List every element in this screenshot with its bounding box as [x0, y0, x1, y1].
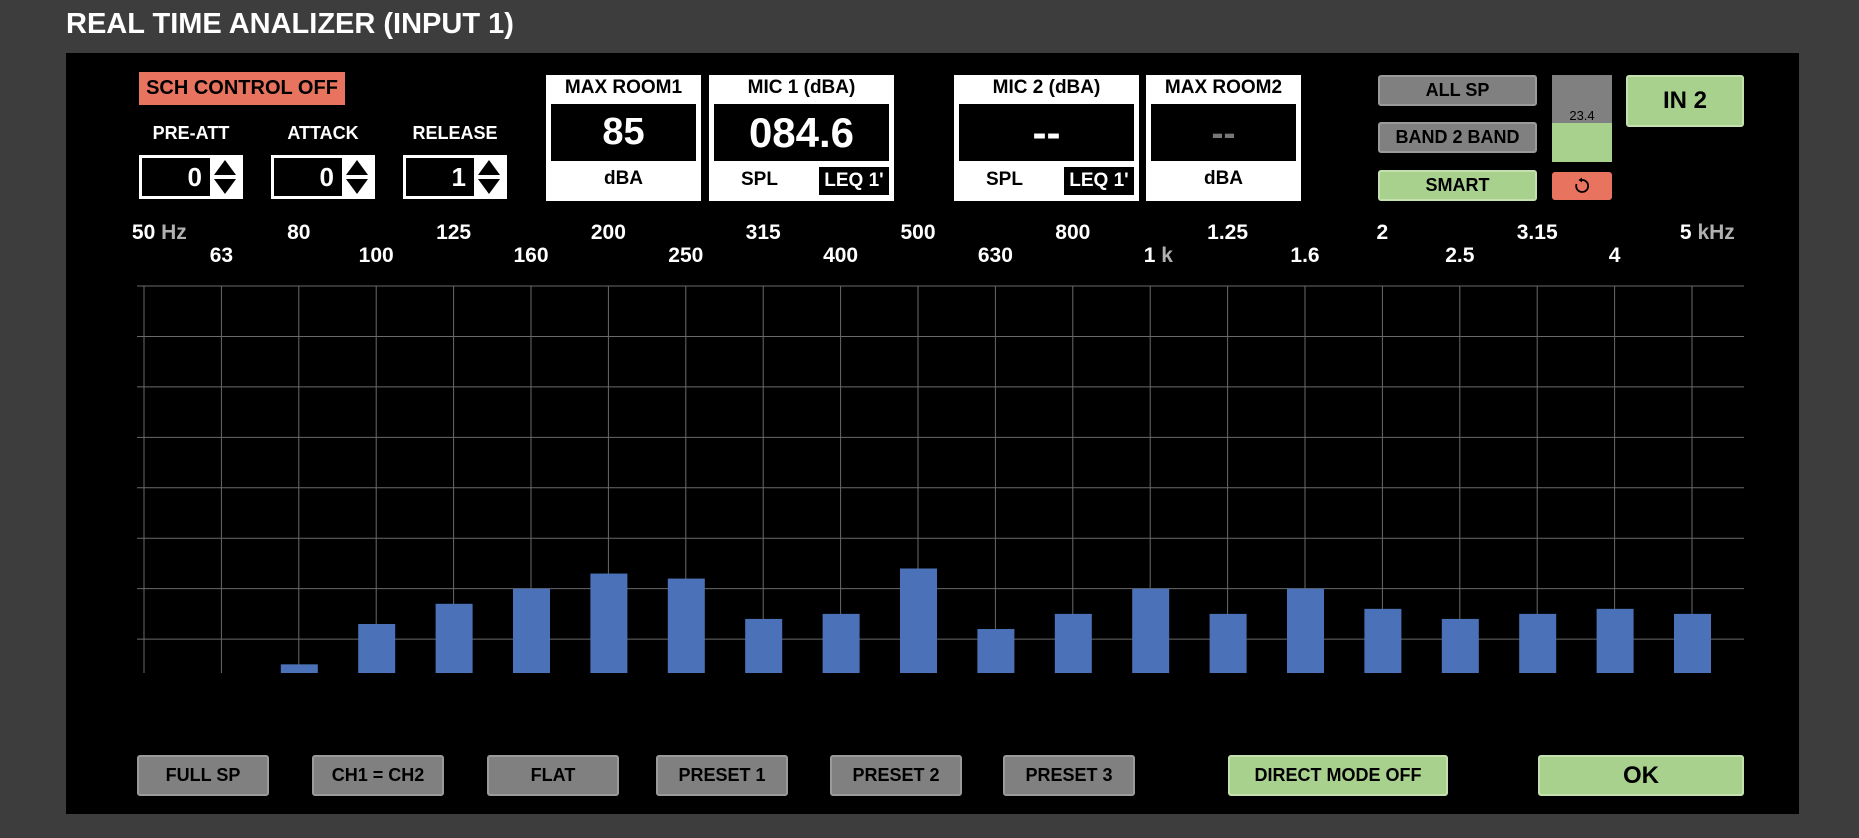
- freq-label-630: 630: [977, 244, 1013, 267]
- ch1-ch2-button[interactable]: CH1 = CH2: [312, 755, 444, 796]
- analyzer-panel: SCH CONTROL OFF PRE-ATT 0 ATTACK 0 RELEA…: [66, 53, 1799, 814]
- freq-label-3.15: 3.15: [1516, 221, 1558, 244]
- bar-2.5: [1441, 618, 1479, 673]
- flat-button[interactable]: FLAT: [487, 755, 619, 796]
- max-room1-display: MAX ROOM1 85 dBA: [546, 75, 701, 201]
- freq-label-100: 100: [358, 244, 394, 267]
- release-stepper[interactable]: 1: [403, 155, 507, 199]
- bar-80: [280, 664, 318, 673]
- level-meter: 23.4: [1552, 75, 1612, 162]
- freq-label-160: 160: [513, 244, 549, 267]
- attack-value: 0: [319, 161, 334, 192]
- band-2-band-button[interactable]: BAND 2 BAND: [1378, 122, 1537, 153]
- bar-5: [1674, 613, 1711, 673]
- max-room2-unit: dBA: [1203, 168, 1244, 189]
- khz-unit-label: kHz: [1691, 221, 1735, 244]
- max-room1-title: MAX ROOM1: [564, 77, 683, 98]
- in2-button[interactable]: IN 2: [1626, 75, 1744, 127]
- window-title: REAL TIME ANALIZER (INPUT 1): [66, 8, 514, 40]
- direct-mode-button[interactable]: DIRECT MODE OFF: [1228, 755, 1448, 796]
- mic2-value: --: [959, 104, 1134, 161]
- mic2-mode: SPL: [986, 169, 1023, 190]
- level-meter-value: 23.4: [1569, 108, 1595, 123]
- bar-250: [667, 578, 705, 673]
- max-room1-value: 85: [551, 104, 696, 161]
- spectrum-chart: [137, 285, 1744, 673]
- mic1-title: MIC 1 (dBA): [747, 77, 856, 98]
- max-room2-display: MAX ROOM2 -- dBA: [1146, 75, 1301, 201]
- max-room2-value: --: [1151, 104, 1296, 161]
- preset-2-button[interactable]: PRESET 2: [830, 755, 962, 796]
- max-room2-title: MAX ROOM2: [1164, 77, 1283, 98]
- freq-label-500: 500: [900, 221, 936, 244]
- release-value: 1: [451, 161, 466, 192]
- freq-label-250: 250: [668, 244, 704, 267]
- mic1-display: MIC 1 (dBA) 084.6 SPL LEQ 1': [709, 75, 894, 201]
- ok-button[interactable]: OK: [1538, 755, 1744, 796]
- freq-label-80: 80: [287, 221, 311, 244]
- freq-label-5: 5 kHz: [1679, 221, 1735, 244]
- bar-160: [513, 588, 550, 673]
- bar-125: [435, 603, 473, 673]
- k-unit-label: k: [1155, 244, 1173, 267]
- freq-label-4: 4: [1608, 244, 1621, 267]
- freq-label-200: 200: [590, 221, 626, 244]
- refresh-icon: [1575, 177, 1590, 193]
- attack-stepper[interactable]: 0: [271, 155, 375, 199]
- bar-500: [900, 568, 937, 673]
- mic2-title: MIC 2 (dBA): [992, 77, 1101, 98]
- bar-1.6: [1287, 588, 1324, 673]
- all-sp-button[interactable]: ALL SP: [1378, 75, 1537, 106]
- pre-att-value: 0: [187, 161, 202, 192]
- release-label: RELEASE: [412, 123, 498, 143]
- bar-4: [1596, 608, 1634, 673]
- bar-1.25: [1209, 613, 1247, 673]
- freq-label-400: 400: [823, 244, 859, 267]
- stepper-arrows-icon[interactable]: [210, 158, 240, 196]
- level-meter-fill: [1552, 122, 1612, 162]
- bar-2: [1364, 608, 1402, 673]
- freq-label-2: 2: [1376, 221, 1389, 244]
- mic1-mode: SPL: [741, 169, 778, 190]
- preset-1-button[interactable]: PRESET 1: [656, 755, 788, 796]
- bar-1: [1132, 588, 1170, 673]
- bar-400: [822, 613, 860, 673]
- pre-att-stepper[interactable]: 0: [139, 155, 243, 199]
- full-sp-button[interactable]: FULL SP: [137, 755, 269, 796]
- freq-label-2.5: 2.5: [1445, 244, 1475, 267]
- bar-315: [745, 618, 783, 673]
- freq-label-63: 63: [209, 244, 234, 267]
- reset-button[interactable]: [1552, 172, 1612, 200]
- freq-label-800: 800: [1055, 221, 1091, 244]
- freq-label-1.25: 1.25: [1207, 221, 1249, 244]
- freq-label-315: 315: [745, 221, 781, 244]
- bar-100: [358, 623, 396, 673]
- freq-label-1.6: 1.6: [1290, 244, 1320, 267]
- mic1-value: 084.6: [714, 104, 889, 161]
- pre-att-label: PRE-ATT: [152, 123, 230, 143]
- hz-unit-label: Hz: [155, 221, 187, 244]
- freq-label-125: 125: [436, 221, 472, 244]
- mic2-display: MIC 2 (dBA) -- SPL LEQ 1': [954, 75, 1139, 201]
- attack-label: ATTACK: [287, 123, 359, 143]
- freq-label-50: 50 Hz: [131, 221, 187, 244]
- bar-200: [590, 573, 628, 673]
- preset-3-button[interactable]: PRESET 3: [1003, 755, 1135, 796]
- mic2-leq-button[interactable]: LEQ 1': [1064, 167, 1134, 195]
- stepper-arrows-icon[interactable]: [342, 158, 372, 196]
- max-room1-unit: dBA: [603, 168, 644, 189]
- sch-control-button[interactable]: SCH CONTROL OFF: [139, 72, 345, 105]
- bar-3.15: [1519, 613, 1557, 673]
- mic1-leq-button[interactable]: LEQ 1': [819, 167, 889, 195]
- bar-800: [1054, 613, 1092, 673]
- stepper-arrows-icon[interactable]: [474, 158, 504, 196]
- smart-button[interactable]: SMART: [1378, 170, 1537, 201]
- freq-label-1: 1 k: [1143, 244, 1173, 267]
- bar-630: [977, 629, 1015, 673]
